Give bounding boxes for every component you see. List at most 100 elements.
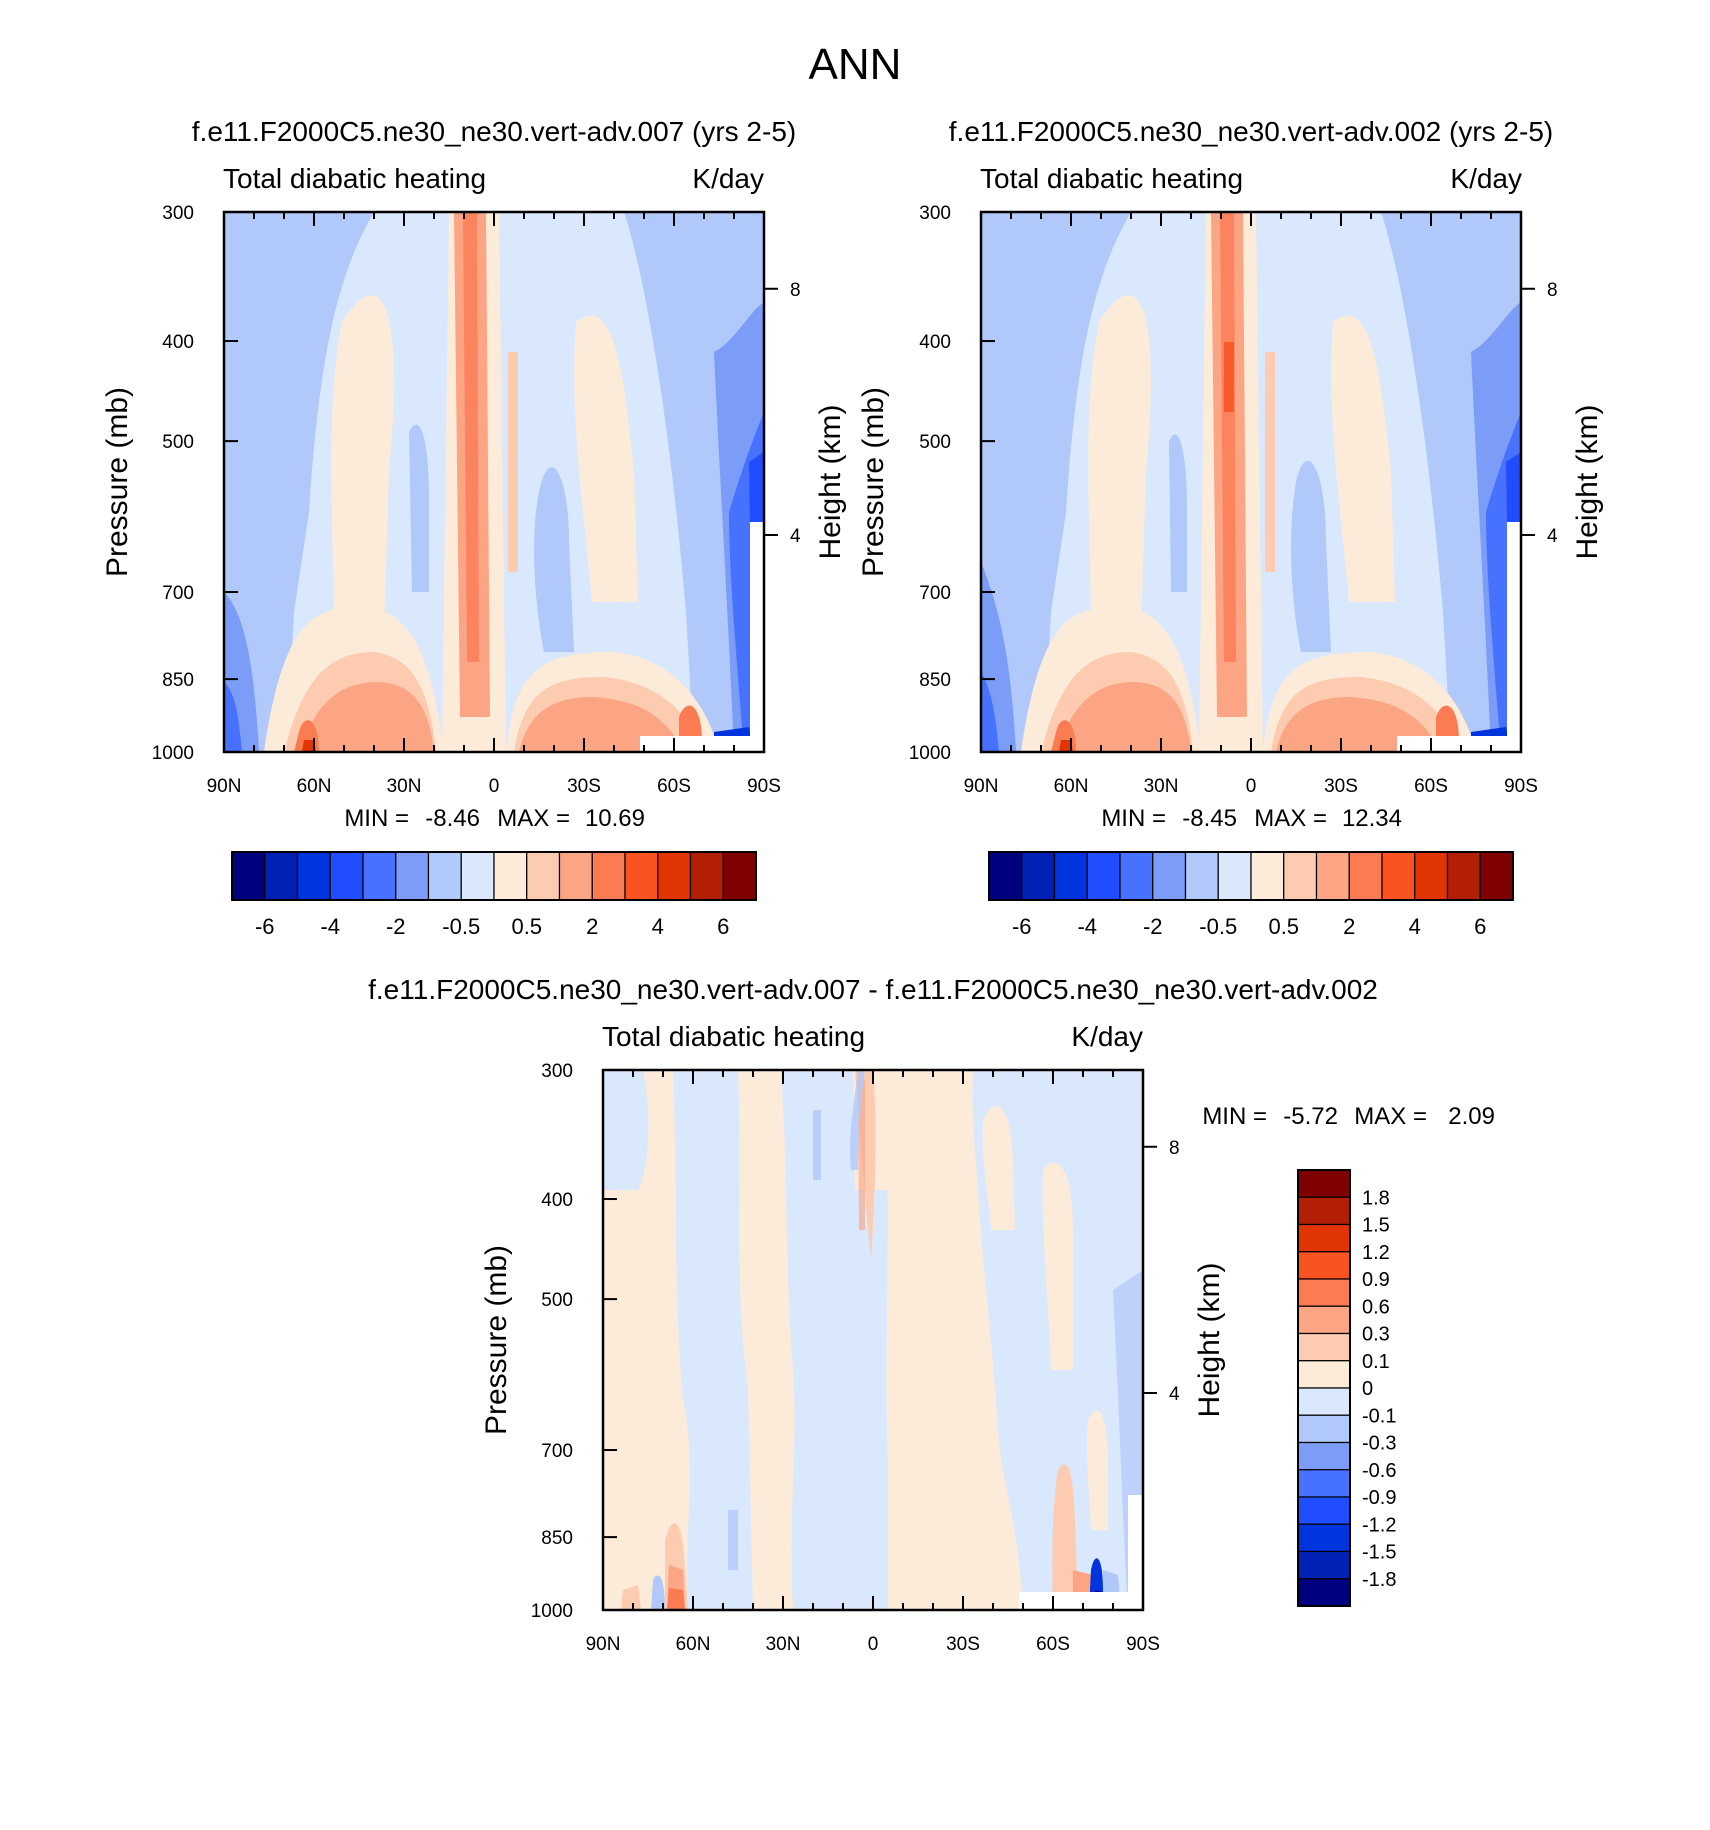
panel-1-units-label: K/day: [692, 163, 764, 194]
y-tick-label: 700: [541, 1441, 573, 1462]
colorbar-label: 2: [586, 914, 598, 939]
x-tick-label: 90N: [586, 1634, 621, 1655]
colorbar-label: -0.5: [442, 914, 480, 939]
y-tick-label: 1000: [152, 743, 194, 764]
panel-3-title: f.e11.F2000C5.ne30_ne30.vert-adv.007 - f…: [368, 974, 1378, 1005]
x-tick-label: 0: [1246, 776, 1257, 797]
y-tick-label: 850: [162, 670, 194, 691]
y-tick-label: 850: [919, 670, 951, 691]
colorbar-frame: [1297, 1169, 1351, 1607]
colorbar-cell: [362, 851, 397, 901]
panel-1-max-value: 10.69: [585, 805, 645, 832]
colorbar-cell: [1297, 1196, 1351, 1226]
colorbar-label: -6: [255, 914, 275, 939]
panel-2-units-label: K/day: [1450, 163, 1522, 194]
colorbar-frame: [231, 851, 757, 901]
panel-1-max-label: MAX =: [497, 805, 570, 832]
colorbar-label: 0.1: [1362, 1351, 1390, 1373]
panel-2: f.e11.F2000C5.ne30_ne30.vert-adv.002 (yr…: [857, 116, 1604, 939]
y-right-tick-label: 4: [1547, 526, 1558, 547]
y-tick-label: 850: [541, 1528, 573, 1549]
colorbar-label: -1.2: [1362, 1514, 1396, 1536]
panel-2-y-axis-title: Pressure (mb): [857, 387, 890, 577]
x-tick-label: 60S: [1036, 1634, 1070, 1655]
colorbar-cell: [526, 851, 561, 901]
panel-3: f.e11.F2000C5.ne30_ne30.vert-adv.007 - f…: [368, 974, 1495, 1655]
panel-2-max-label: MAX =: [1254, 805, 1327, 832]
panel-2-title: f.e11.F2000C5.ne30_ne30.vert-adv.002 (yr…: [949, 116, 1553, 147]
colorbar-cell: [988, 851, 1023, 901]
colorbar-label: -0.1: [1362, 1405, 1396, 1427]
panel-2-max-value: 12.34: [1342, 805, 1402, 832]
x-tick-label: 90N: [964, 776, 999, 797]
colorbar-cell: [1297, 1332, 1351, 1362]
colorbar-cell: [1297, 1223, 1351, 1253]
x-tick-label: 0: [868, 1634, 879, 1655]
colorbar-cell: [689, 851, 724, 901]
panel-2-min-label: MIN =: [1101, 805, 1166, 832]
x-tick-label: 30N: [766, 1634, 801, 1655]
colorbar-label: 2: [1343, 914, 1355, 939]
panel-3-min-value: -5.72: [1283, 1103, 1338, 1130]
colorbar-cell: [296, 851, 331, 901]
x-tick-label: 90S: [1504, 776, 1538, 797]
colorbar-label: 0: [1362, 1378, 1373, 1400]
panel-3-plot-area: [603, 1070, 1143, 1610]
colorbar-cell: [1446, 851, 1481, 901]
colorbar-label: 4: [652, 914, 664, 939]
colorbar-cell: [558, 851, 593, 901]
colorbar-label: -4: [320, 914, 340, 939]
x-tick-label: 30S: [567, 776, 601, 797]
colorbar-cell: [1297, 1278, 1351, 1307]
colorbar-cell: [1297, 1251, 1351, 1280]
panel-1-y-axis-right-title: Height (km): [814, 404, 847, 559]
colorbar-cell: [1021, 851, 1056, 901]
colorbar-cell: [1348, 851, 1383, 901]
colorbar-cell: [1217, 851, 1252, 901]
colorbar-label: 0.3: [1362, 1324, 1390, 1346]
x-tick-label: 90S: [747, 776, 781, 797]
colorbar-cell: [1297, 1550, 1351, 1580]
x-tick-label: 60S: [1414, 776, 1448, 797]
x-tick-label: 30S: [1324, 776, 1358, 797]
panel-3-max-value: 2.09: [1448, 1103, 1495, 1130]
panel-1-min-value: -8.46: [425, 805, 480, 832]
colorbar-label: 4: [1409, 914, 1421, 939]
colorbar-label: -0.5: [1199, 914, 1237, 939]
colorbar-cell: [1297, 1305, 1351, 1335]
panel-2-variable-label: Total diabatic heating: [980, 163, 1243, 194]
colorbar-cell: [1315, 851, 1350, 901]
x-tick-label: 60S: [657, 776, 691, 797]
colorbar-label: -2: [1143, 914, 1163, 939]
colorbar-cell: [624, 851, 659, 901]
colorbar-label: -0.6: [1362, 1460, 1396, 1482]
colorbar-cell: [1086, 851, 1121, 901]
colorbar-label: -6: [1012, 914, 1032, 939]
colorbar-cell: [1297, 1414, 1351, 1444]
colorbar-cell: [722, 851, 757, 901]
panel-1-min-label: MIN =: [344, 805, 409, 832]
colorbar-label: 1.5: [1362, 1215, 1390, 1237]
colorbar-label: 1.8: [1362, 1187, 1390, 1209]
panel-2-min-value: -8.45: [1182, 805, 1237, 832]
colorbar-label: 1.2: [1362, 1242, 1390, 1264]
y-right-tick-label: 4: [1169, 1384, 1180, 1405]
colorbar-cell: [1283, 851, 1318, 901]
panel-3-y-axis-right-title: Height (km): [1193, 1262, 1226, 1417]
colorbar-cell: [1250, 851, 1285, 901]
y-tick-label: 300: [919, 203, 951, 224]
colorbar-cell: [1297, 1469, 1351, 1498]
x-tick-label: 30S: [946, 1634, 980, 1655]
x-tick-label: 30N: [387, 776, 422, 797]
panel-1-y-axis-title: Pressure (mb): [101, 387, 134, 577]
y-tick-label: 300: [162, 203, 194, 224]
panel-2-y-axis-right-title: Height (km): [1571, 404, 1604, 559]
colorbar-cell: [1414, 851, 1449, 901]
x-tick-label: 30N: [1144, 776, 1179, 797]
colorbar-cell: [1119, 851, 1154, 901]
figure-title: ANN: [809, 40, 902, 89]
colorbar-label: 0.5: [1268, 914, 1299, 939]
colorbar-cell: [264, 851, 299, 901]
y-right-tick-label: 4: [790, 526, 801, 547]
x-tick-label: 0: [489, 776, 500, 797]
